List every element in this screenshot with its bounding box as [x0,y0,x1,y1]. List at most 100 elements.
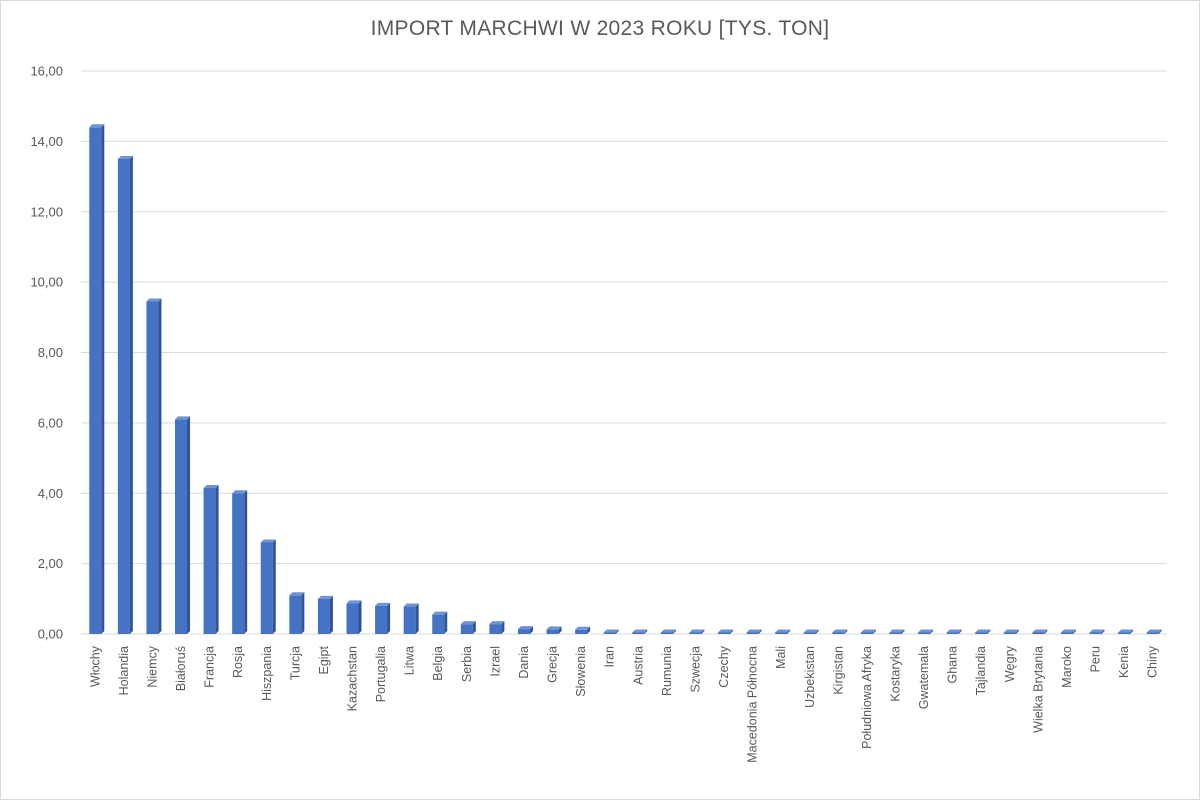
bar-top [860,629,876,633]
bar-side [387,602,391,634]
bar-top [432,611,448,615]
bar-side [644,629,648,634]
bar-side [1101,629,1105,634]
bar [232,490,248,634]
bar-top [146,298,162,302]
bar [1003,629,1019,634]
bar-top [603,629,619,633]
bar-top [1146,629,1162,633]
bar-side [615,629,619,634]
bar-top [1032,629,1048,633]
bar-side [158,298,162,634]
bar-front [1032,632,1045,634]
bar [117,155,133,634]
bar-front [689,632,702,634]
x-category-label: Słowenia [574,646,588,697]
x-category-label: Mali [774,646,788,669]
bar-front [432,614,445,634]
bar-top [489,621,505,625]
bar-front [975,632,988,634]
bar-side [730,629,734,634]
bar-top [1118,629,1134,633]
bar-side [701,629,705,634]
bar-front [1089,632,1102,634]
y-tick-label: 0,00 [38,627,63,642]
x-category-label: Portugalia [374,646,388,702]
x-category-label: Południowa Afryka [860,646,874,749]
bar [1060,629,1076,634]
bar-side [1130,629,1134,634]
bar-front [260,542,273,634]
bar-side [472,621,476,634]
bar-top [232,490,248,494]
x-category-label: Rosja [231,646,245,678]
bar-side [901,629,905,634]
bar [289,592,305,634]
bar [1032,629,1048,634]
x-category-label: Ghana [946,646,960,684]
bar-side [244,490,248,634]
x-category-label: Belgia [431,646,445,681]
bar-front [1146,632,1159,634]
x-category-label: Gwatemala [917,646,931,709]
bar [1146,629,1162,634]
bar-front [546,629,559,634]
bar-top [89,124,105,128]
bar [346,600,362,634]
bars [89,124,1162,635]
bar-front [1003,632,1016,634]
y-tick-label: 16,00 [30,64,63,79]
bar-front [946,632,959,634]
bar-front [860,632,873,634]
x-category-label: Kazachstan [346,646,360,711]
x-category-label: Hiszpania [260,646,274,701]
x-category-label: Austria [631,646,645,685]
x-category-label: Holandia [117,646,131,695]
bar-top [317,595,333,599]
x-category-label: Macedonia Północna [746,646,760,763]
bar-side [187,416,191,634]
bar-top [803,629,819,633]
bar-front [346,603,359,634]
bar-side [1158,629,1162,634]
bar-front [460,624,473,634]
bar [460,621,476,634]
bar-front [918,632,931,634]
bar [660,629,676,634]
bar [175,416,191,634]
bar-front [575,629,588,634]
x-category-label: Maroko [1060,646,1074,688]
y-tick-label: 10,00 [30,275,63,290]
bar [1089,629,1105,634]
x-category-label: Szwecja [688,646,702,693]
bar-front [89,127,102,635]
bar-side [758,629,762,634]
bar [317,595,333,634]
bar-front [803,632,816,634]
bar-top [175,416,191,420]
y-axis-tick-labels: 0,00 2,00 4,00 6,00 8,00 10,00 12,00 14,00 16,00 [30,64,63,642]
bar-front [718,632,731,634]
bar-front [889,632,902,634]
x-category-label: Iran [603,646,617,668]
bar-side [815,629,819,634]
bar [803,629,819,634]
bar-front [1118,632,1131,634]
x-category-label: Czechy [717,645,731,687]
bar [946,629,962,634]
bar-side [987,629,991,634]
bar-top [718,629,734,633]
bar-front [203,487,216,634]
bar-front [1060,632,1073,634]
x-category-label: Peru [1089,646,1103,672]
x-category-label: Serbia [460,646,474,682]
x-category-label: Kenia [1117,646,1131,678]
bar-side [329,595,333,634]
bar-side [129,155,133,634]
bar [889,629,905,634]
bar-front [375,605,388,634]
bar [403,603,419,634]
bar-side [501,621,505,634]
x-category-label: Rumunia [660,646,674,696]
